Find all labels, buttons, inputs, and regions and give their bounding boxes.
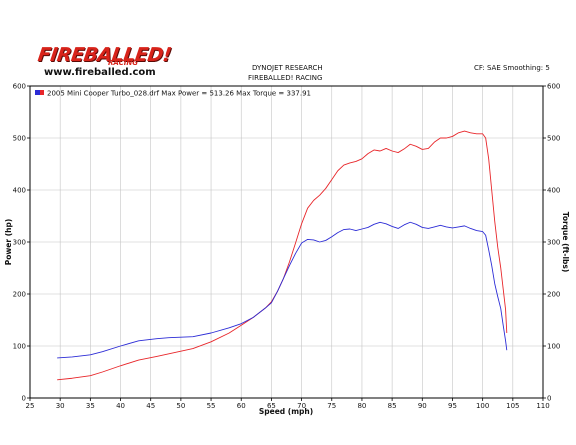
- legend-swatch-torque: [35, 90, 40, 95]
- x-tick-label: 35: [86, 402, 95, 410]
- power-curve: [57, 130, 508, 381]
- grid-layer: [30, 86, 543, 398]
- x-axis-title: Speed (mph): [259, 407, 313, 416]
- x-tick-label: 100: [476, 402, 489, 410]
- y-tick-label-right: 400: [547, 187, 560, 195]
- header-line-2: FIREBALLED! RACING: [248, 74, 323, 82]
- y-tick-label-left: 500: [13, 135, 26, 143]
- logo-tagline: RACING: [108, 59, 138, 67]
- x-tick-label: 75: [327, 402, 336, 410]
- x-tick-label: 50: [176, 402, 185, 410]
- y-tick-label-left: 200: [13, 291, 26, 299]
- x-tick-label: 110: [536, 402, 549, 410]
- y-tick-label-left: 400: [13, 187, 26, 195]
- y-tick-label-right: 600: [547, 83, 560, 91]
- x-tick-label: 30: [56, 402, 65, 410]
- y-tick-label-left: 600: [13, 83, 26, 91]
- axis-layer: 25 30 35 40 45 50 55 60 65 70 75 80 85 90 95 100 105 1100…: [13, 83, 561, 411]
- x-tick-label: 80: [357, 402, 366, 410]
- plot-frame: [29, 85, 544, 399]
- y-axis-title-left: Power (hp): [4, 219, 13, 266]
- y-tick-label-right: 100: [547, 343, 560, 351]
- series-layer: [57, 130, 508, 381]
- y-axis-title-right: Torque (ft-lbs): [561, 212, 570, 273]
- y-tick-label-right: 200: [547, 291, 560, 299]
- legend: 2005 Mini Cooper Turbo_028.drf Max Power…: [35, 90, 311, 98]
- x-tick-label: 60: [237, 402, 246, 410]
- header-line-1: DYNOJET RESEARCH: [252, 64, 323, 72]
- x-tick-label: 40: [116, 402, 125, 410]
- x-tick-label: 65: [267, 402, 276, 410]
- header-settings: CF: SAE Smoothing: 5: [474, 64, 550, 72]
- x-tick-label: 25: [26, 402, 35, 410]
- y-tick-label-right: 500: [547, 135, 560, 143]
- x-tick-label: 45: [146, 402, 155, 410]
- torque-curve: [57, 221, 508, 359]
- y-tick-label-left: 300: [13, 239, 26, 247]
- y-tick-label-left: 100: [13, 343, 26, 351]
- legend-swatch-power: [40, 90, 44, 95]
- x-tick-label: 95: [448, 402, 457, 410]
- x-tick-label: 55: [207, 402, 216, 410]
- y-tick-label-right: 300: [547, 239, 560, 247]
- x-tick-label: 70: [297, 402, 306, 410]
- x-tick-label: 85: [388, 402, 397, 410]
- y-tick-label-left: 0: [22, 395, 26, 403]
- legend-text: 2005 Mini Cooper Turbo_028.drf Max Power…: [47, 90, 311, 98]
- x-tick-label: 90: [418, 402, 427, 410]
- logo-url: www.fireballed.com: [44, 67, 156, 78]
- x-tick-label: 105: [506, 402, 519, 410]
- y-tick-label-right: 0: [547, 395, 551, 403]
